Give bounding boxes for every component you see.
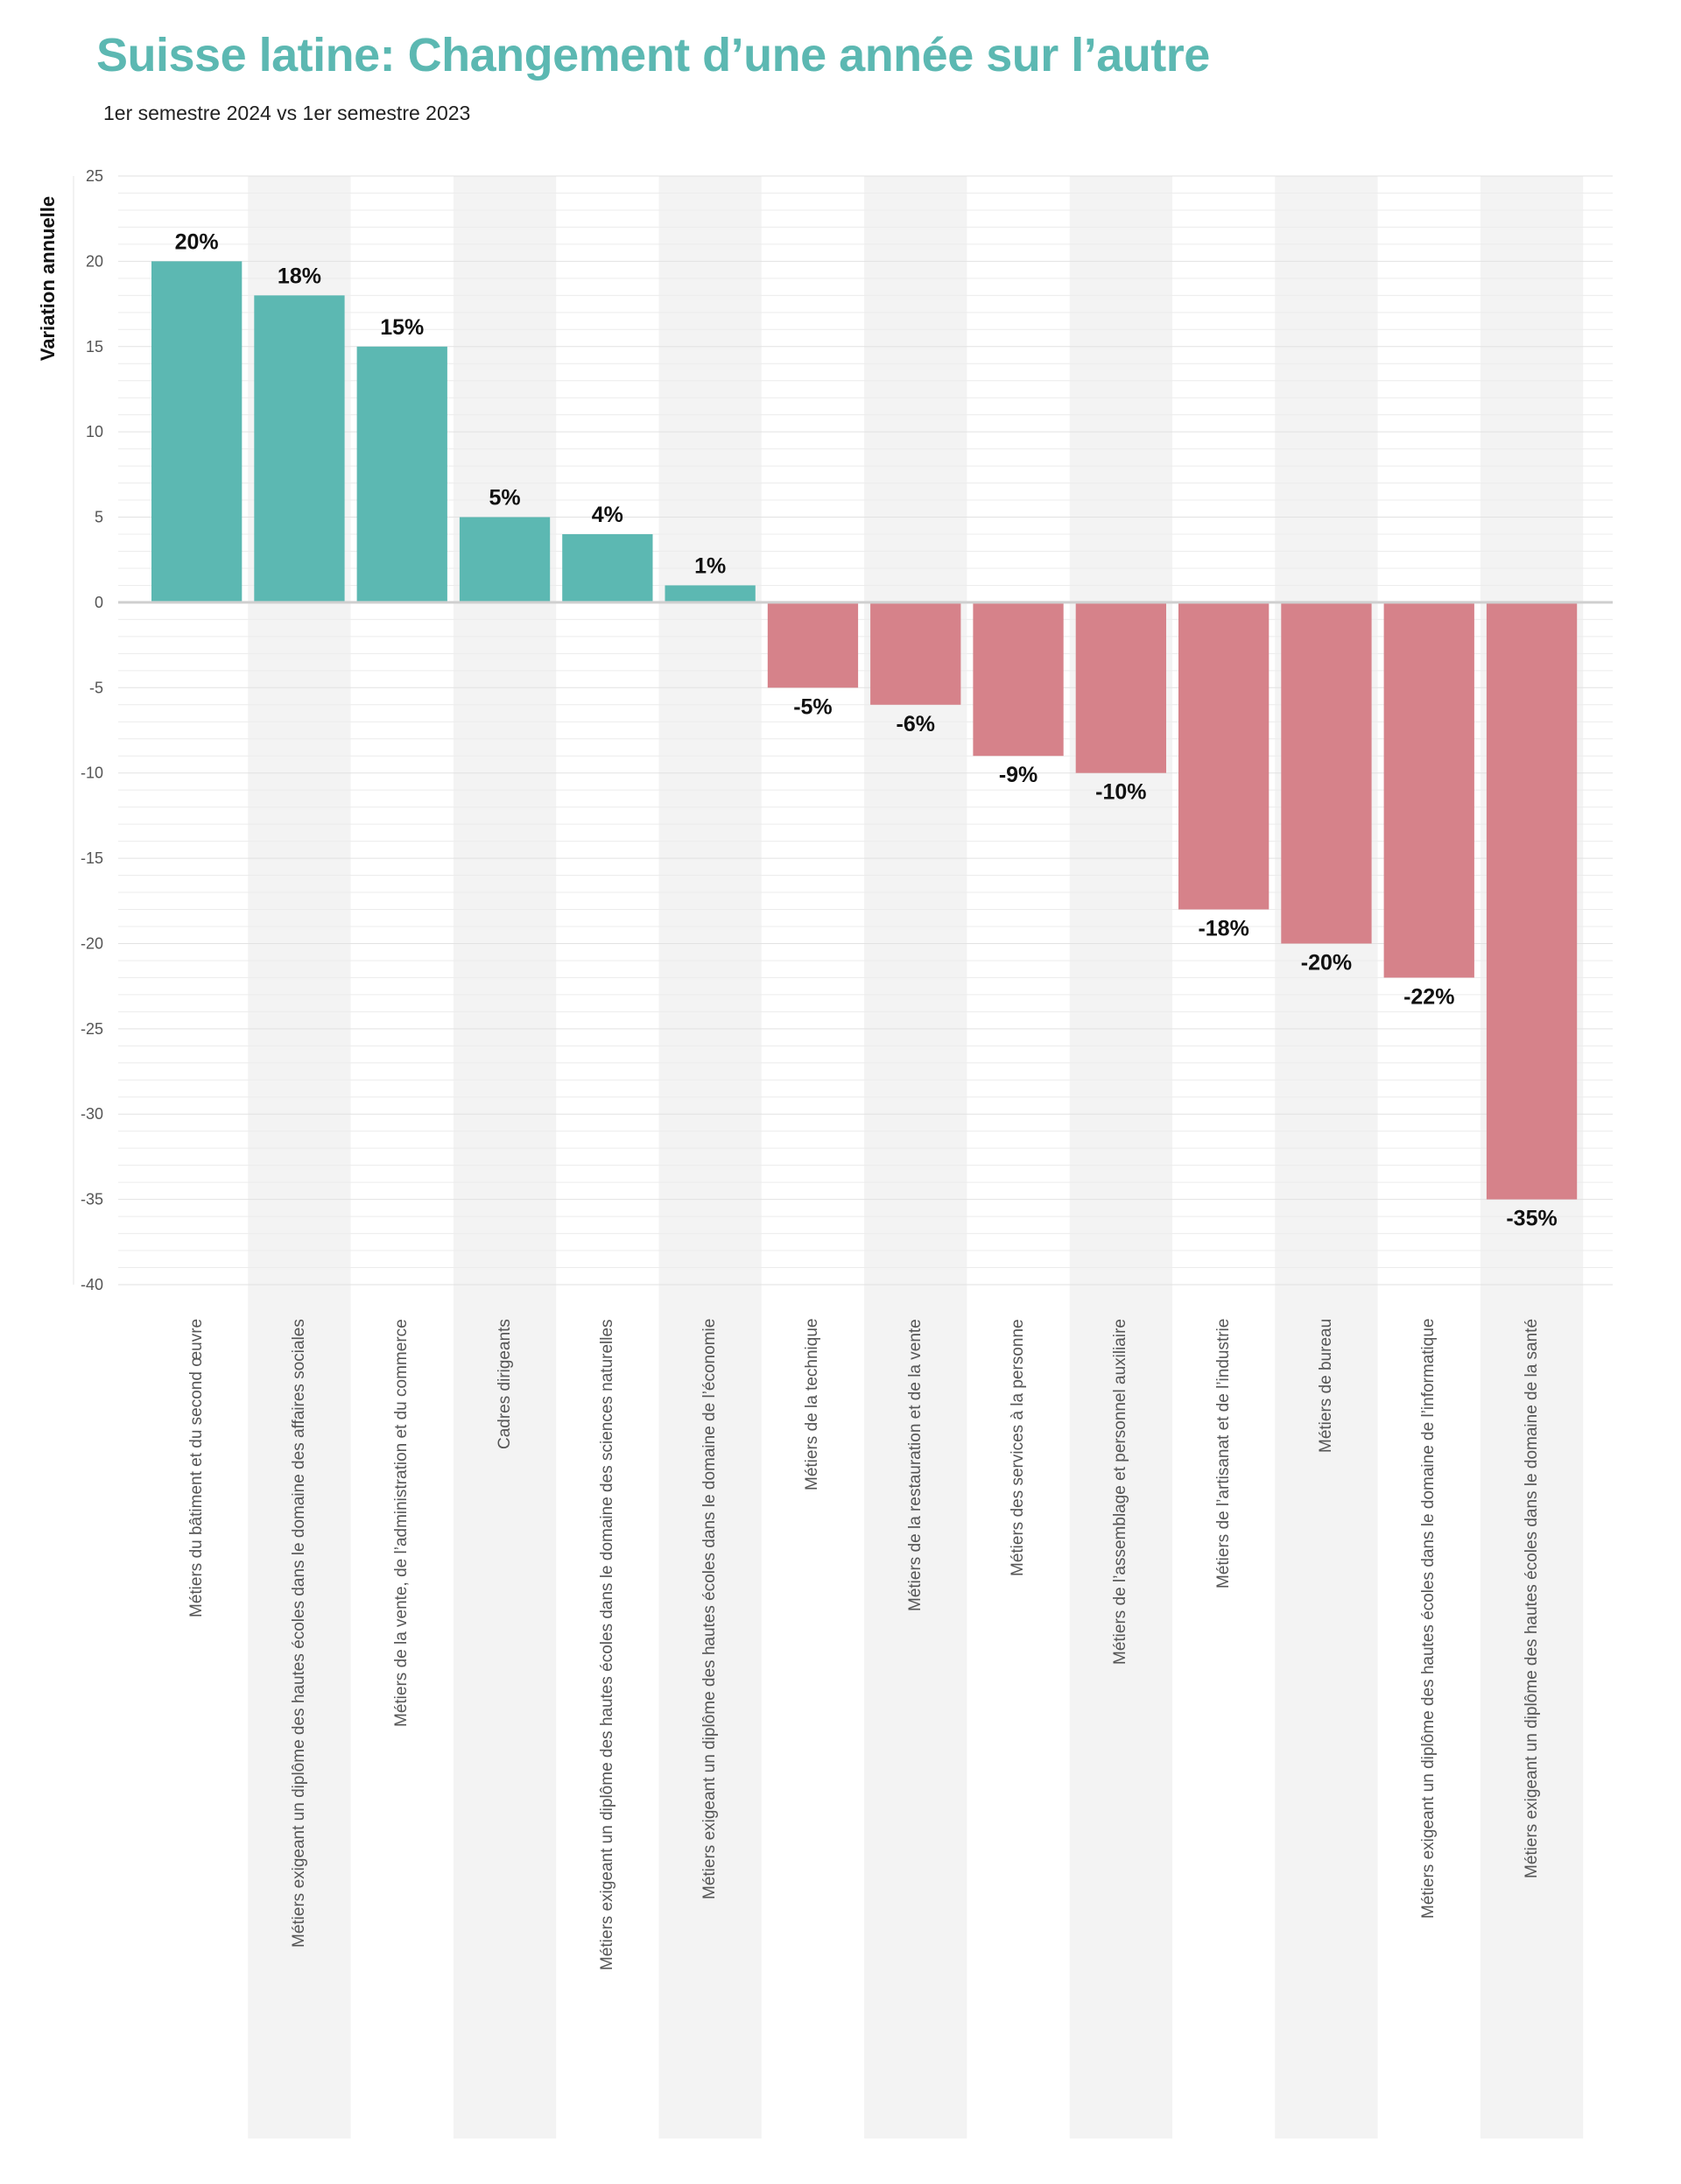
x-tick-label: Métiers de la technique [803,1319,822,1491]
data-label: 15% [380,315,424,340]
data-label: 20% [175,229,219,254]
bar [1075,602,1166,773]
bar [356,346,447,602]
bar [1281,602,1372,944]
data-label: -6% [897,712,935,736]
x-tick-label: Métiers du bâtiment et du second œuvre [186,1319,206,1618]
x-tick-label: Métiers exigeant un diplôme des hautes é… [1522,1319,1541,1879]
bar [151,261,243,602]
data-label: -35% [1506,1207,1557,1231]
data-label: -9% [999,763,1037,787]
bar [254,295,345,602]
data-label: 1% [694,553,726,578]
data-label: -10% [1095,780,1146,805]
bar [1486,602,1578,1200]
y-tick-label: 10 [86,423,103,440]
data-label: -5% [793,694,832,719]
category-band [658,176,762,2138]
chart-title: Suisse latine: Changement d’une année su… [96,29,1210,81]
x-tick-label: Métiers de la restauration et de la vent… [905,1319,925,1611]
y-tick-label: -30 [81,1105,103,1123]
data-label: 5% [489,486,520,511]
y-tick-label: 5 [95,509,103,526]
category-band [453,176,557,2138]
bar [767,602,859,688]
y-tick-label: -10 [81,764,103,782]
bar [870,602,961,705]
bar [1178,602,1270,910]
y-tick-label: -40 [81,1276,103,1293]
y-tick-label: -35 [81,1191,103,1208]
data-label: 18% [278,264,321,288]
bar [562,534,653,602]
x-tick-label: Métiers de l’assemblage et personnel aux… [1111,1319,1130,1665]
data-label: 4% [592,503,623,527]
category-band [864,176,967,2138]
chart-subtitle: 1er semestre 2024 vs 1er semestre 2023 [103,102,471,124]
x-tick-label: Métiers exigeant un diplôme des hautes é… [1419,1319,1438,1920]
data-label: -22% [1403,984,1454,1009]
y-tick-label: -25 [81,1020,103,1038]
y-tick-label: -20 [81,934,103,952]
x-tick-label: Métiers de bureau [1316,1319,1335,1454]
x-tick-label: Métiers de la vente, de l’administration… [392,1319,411,1727]
y-tick-label: 15 [86,338,103,356]
y-tick-label: 0 [95,594,103,611]
x-tick-label: Métiers de l’artisanat et de l’industrie [1213,1319,1233,1589]
x-tick-label: Métiers exigeant un diplôme des hautes é… [289,1319,308,1948]
bar [665,585,756,602]
x-tick-label: Cadres dirigeants [495,1319,514,1449]
x-tick-label: Métiers des services à la personne [1009,1319,1028,1576]
bar [973,602,1064,757]
y-tick-label: 20 [86,252,103,270]
bar [459,517,551,602]
y-tick-label: -5 [89,679,103,696]
y-tick-label: 25 [86,167,103,185]
category-band [1069,176,1172,2138]
x-tick-label: Métiers exigeant un diplôme des hautes é… [700,1319,720,1900]
x-tick-label: Métiers exigeant un diplôme des hautes é… [597,1319,616,1970]
y-tick-label: -15 [81,849,103,867]
data-label: -20% [1301,950,1352,975]
data-label: -18% [1198,917,1248,941]
category-band [1275,176,1378,2138]
bar [1383,602,1474,978]
